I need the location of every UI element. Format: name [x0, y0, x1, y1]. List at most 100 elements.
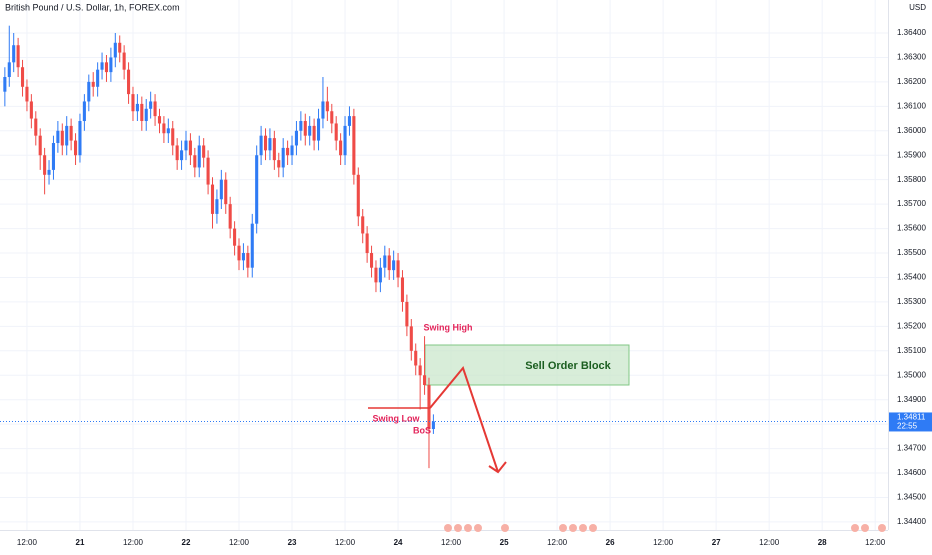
annotation: Swing High: [424, 322, 473, 332]
candle-body: [290, 145, 294, 156]
candle-body: [131, 94, 135, 112]
x-tick-label: 12:00: [335, 538, 356, 547]
candle-body: [356, 174, 360, 217]
candle-body: [347, 116, 352, 126]
candle-body: [325, 101, 329, 112]
candle-body: [162, 123, 166, 134]
event-icon: [464, 524, 472, 532]
x-tick-label: 24: [394, 538, 403, 547]
candle-body: [286, 147, 290, 156]
candle-body: [219, 179, 223, 200]
candle-body: [423, 375, 427, 386]
projection-arrow: [429, 365, 499, 473]
candle-body: [202, 145, 206, 158]
candle-body: [224, 179, 228, 205]
candle-body: [82, 101, 86, 122]
x-tick-label: 12:00: [17, 538, 38, 547]
candle-body: [56, 130, 60, 144]
candle-body: [370, 253, 374, 268]
candles: [3, 25, 435, 469]
candle-body: [431, 421, 435, 430]
event-icon: [474, 524, 482, 532]
y-tick-label: 1.36100: [897, 101, 926, 110]
candle-body: [396, 260, 400, 278]
y-tick-label: 1.35100: [897, 346, 926, 355]
x-tick-label: 22: [182, 538, 191, 547]
candle-body: [7, 62, 11, 78]
x-tick-label: 25: [500, 538, 509, 547]
annotation: BoS: [413, 425, 431, 435]
annotation: Sell Order Block: [525, 360, 611, 372]
event-icon: [454, 524, 462, 532]
candle-body: [392, 260, 396, 271]
candle-body: [210, 184, 215, 214]
x-tick-label: 12:00: [759, 538, 780, 547]
y-tick-label: 1.35200: [897, 321, 926, 330]
candle-body: [339, 140, 343, 156]
candle-body: [427, 385, 431, 430]
y-tick-label: 1.34400: [897, 517, 926, 526]
y-tick-label: 1.35600: [897, 224, 926, 233]
event-icon: [569, 524, 577, 532]
y-tick-label: 1.35700: [897, 199, 926, 208]
y-tick-label: 1.35000: [897, 370, 926, 379]
event-icon: [589, 524, 597, 532]
x-tick-label: 27: [712, 538, 721, 547]
candle-body: [12, 45, 16, 63]
x-tick-label: 12:00: [123, 538, 144, 547]
y-tick-label: 1.35400: [897, 273, 926, 282]
event-icon: [579, 524, 587, 532]
x-tick-label: 28: [818, 538, 827, 547]
y-tick-label: 1.35900: [897, 150, 926, 159]
order-block: [424, 344, 630, 386]
candle-body: [277, 160, 281, 168]
x-tick-label: 12:00: [441, 538, 462, 547]
candle-body: [361, 216, 365, 234]
candle-body: [34, 118, 38, 136]
candle-body: [140, 103, 144, 122]
candle-body: [16, 45, 20, 68]
x-tick-label: 12:00: [653, 538, 674, 547]
candle-body: [334, 123, 338, 141]
candle-body: [74, 140, 78, 156]
candle-body: [378, 267, 382, 283]
candle-body: [188, 140, 192, 156]
annotation: Swing Low: [373, 413, 421, 423]
candle-body: [118, 42, 122, 53]
candle-body: [215, 199, 219, 214]
candle-body: [135, 103, 139, 112]
candle-body: [78, 121, 82, 156]
candle-body: [65, 125, 69, 146]
candle-body: [149, 101, 153, 109]
y-tick-label: 1.36200: [897, 77, 926, 86]
candle-body: [91, 81, 95, 87]
candle-body: [303, 121, 307, 136]
candle-body: [299, 121, 303, 131]
candle-body: [69, 125, 73, 141]
event-icon: [861, 524, 869, 532]
candle-body: [228, 204, 232, 229]
event-icon: [501, 524, 509, 532]
candle-body: [153, 101, 157, 117]
currency-label: USD: [909, 3, 926, 12]
y-tick-label: 1.34500: [897, 493, 926, 502]
candle-body: [233, 228, 237, 246]
y-tick-label: 1.35800: [897, 175, 926, 184]
y-tick-label: 1.36400: [897, 28, 926, 37]
x-tick-label: 21: [76, 538, 85, 547]
candle-body: [250, 223, 254, 268]
candle-body: [51, 143, 56, 170]
candle-body: [197, 145, 201, 168]
candle-body: [180, 150, 184, 161]
event-icon: [878, 524, 886, 532]
candle-body: [281, 147, 285, 168]
x-tick-label: 12:00: [865, 538, 886, 547]
y-tick-label: 1.34900: [897, 395, 926, 404]
candle-body: [237, 245, 241, 261]
candle-body: [321, 101, 325, 119]
candle-body: [127, 69, 131, 95]
x-tick-label: 23: [288, 538, 297, 547]
candle-body: [294, 130, 298, 146]
candle-body: [87, 81, 91, 102]
chart-title: British Pound / U.S. Dollar, 1h, FOREX.c…: [5, 2, 180, 12]
